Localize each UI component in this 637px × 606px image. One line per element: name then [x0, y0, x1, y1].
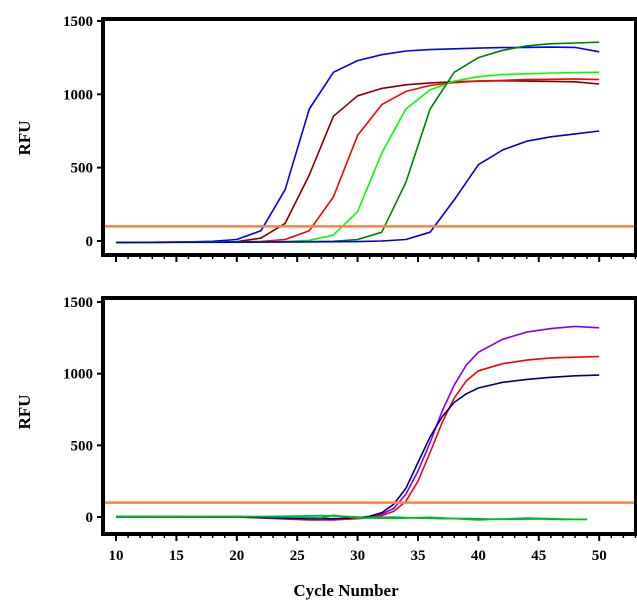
- bottom-series-group: [115, 325, 600, 521]
- top-y-axis-label: RFU: [15, 121, 34, 156]
- x-axis-label: Cycle Number: [293, 581, 399, 600]
- top-y-tick-label: 0: [86, 234, 94, 250]
- bottom-y-tick-label: 500: [71, 438, 94, 454]
- top-panel: 0 500 1000 1500: [63, 14, 637, 262]
- bottom-series-line-2: [116, 355, 600, 521]
- bottom-series-line-1: [116, 325, 600, 521]
- top-series-line-3: [115, 78, 600, 244]
- top-series-line-4: [115, 71, 600, 244]
- bottom-x-tick-label: 50: [592, 548, 607, 564]
- top-series-line-6: [115, 130, 600, 244]
- bottom-x-tick-label: 10: [109, 548, 124, 564]
- top-y-tick-label: 500: [71, 161, 94, 177]
- bottom-plot-frame: [101, 296, 637, 536]
- bottom-panel: 0 500 1000 1500 10 15 20 25 30 35 40 45 50: [63, 295, 637, 564]
- bottom-x-tick-label: 25: [290, 548, 305, 564]
- bottom-series-line-5: [115, 514, 588, 521]
- bottom-y-tick-label: 1500: [63, 295, 93, 311]
- bottom-x-tick-label: 45: [531, 548, 546, 564]
- bottom-x-tick-label: 20: [229, 548, 244, 564]
- top-y-tick-label: 1000: [63, 87, 93, 103]
- top-series-group: [115, 41, 600, 244]
- top-series-line-1: [115, 46, 600, 244]
- bottom-y-axis-label: RFU: [15, 395, 34, 430]
- bottom-y-tick-label: 1000: [63, 367, 93, 383]
- bottom-y-tick-label: 0: [86, 510, 94, 526]
- bottom-x-tick-label: 35: [411, 548, 426, 564]
- bottom-x-tick-label: 15: [169, 548, 184, 564]
- top-y-tick-label: 1500: [63, 14, 93, 30]
- top-plot-frame: [101, 17, 637, 257]
- bottom-x-tick-label: 30: [350, 548, 365, 564]
- top-series-line-2: [115, 80, 600, 244]
- bottom-series-line-3: [116, 374, 600, 520]
- bottom-x-tick-label: 40: [471, 548, 486, 564]
